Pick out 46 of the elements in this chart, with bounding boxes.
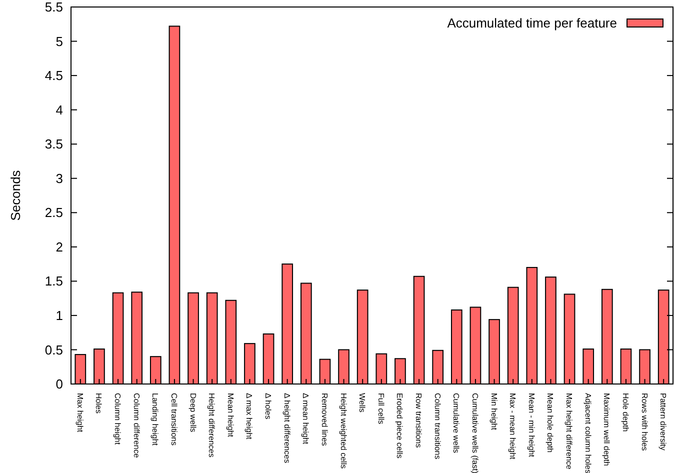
x-tick-label: Hole depth [620,393,630,432]
y-tick-label: 4.5 [44,68,63,84]
x-tick-label: Mean hole depth [546,393,555,453]
x-tick-label: Cumulative wells (fast) [470,393,480,473]
x-tick-label: Column transitions [432,393,442,460]
x-tick-label: Landing height [150,393,160,446]
y-axis-title: Seconds [8,170,23,221]
y-tick-label: 2.5 [44,205,63,220]
x-tick-label: Pattern diversity [658,393,668,450]
x-tick-label: Mean height [226,393,235,438]
x-tick-label: Adjacent column holes [583,393,592,473]
y-tick-label: 1 [56,308,63,324]
x-tick-label: Column difference [132,393,141,458]
x-tick-label: Cumulative wells [452,393,461,454]
x-tick-label: Min height [489,393,498,431]
x-tick-label: Cell transitions [169,393,178,446]
y-tick-label: 3 [56,170,63,186]
x-tick-label: Mean - min height [526,393,536,458]
x-tick-label: Full cells [376,393,386,424]
legend-label: Accumulated time per feature [447,16,617,31]
x-tick-label: Removed lines [320,393,329,446]
x-tick-label: Deep wells [188,393,198,432]
y-tick-label: 3.5 [44,136,63,152]
y-tick-label: 0 [56,376,63,392]
x-tick-label: Rows with holes [640,393,649,451]
y-tick-label: 2 [56,239,63,254]
x-tick-label: Max - mean height [508,393,518,460]
x-tick-label: Height weighted cells [338,393,348,469]
x-tick-label: Maximum well depth [602,393,612,466]
x-tick-label: Wells [358,393,367,412]
y-tick-label: 5 [56,34,63,49]
y-tick-label: 5.5 [44,0,63,15]
x-tick-label: Column height [113,393,122,446]
x-tick-label: Eroded piece cells [395,393,404,458]
x-tick-label: Max height difference [564,393,574,470]
x-tick-label: Δ mean height [301,393,310,445]
x-tick-label: Δ height differences [282,393,292,464]
y-tick-label: 0.5 [44,342,63,358]
x-tick-label: Row transitions [414,393,424,448]
x-tick-label: Height differences [207,393,216,458]
y-tick-label: 4 [56,102,63,118]
x-tick-label: Δ holes [264,393,273,420]
y-tick-label: 1.5 [44,274,63,289]
x-tick-label: Holes [94,393,104,414]
x-tick-label: Max height [75,393,84,433]
x-tick-label: Δ max height [244,393,254,440]
